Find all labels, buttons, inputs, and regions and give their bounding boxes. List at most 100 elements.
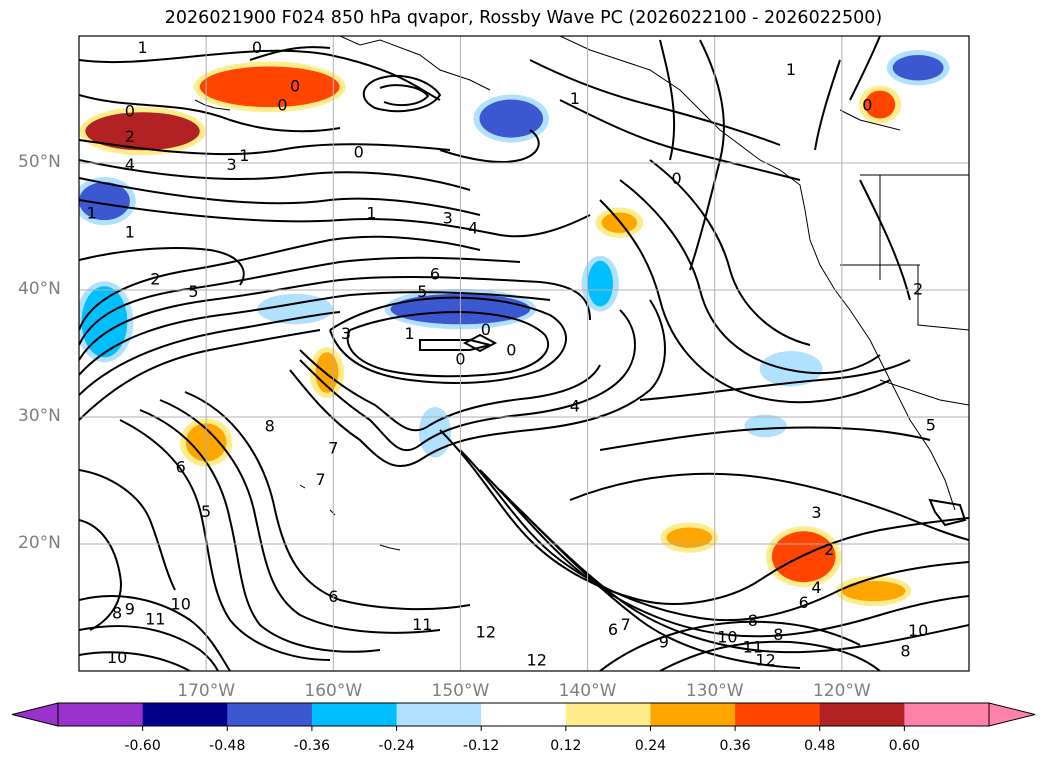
contour-label: 11	[145, 610, 165, 629]
lat-lon-grid	[79, 36, 969, 671]
contour-label: 2	[125, 127, 135, 146]
colorbar-segment	[311, 703, 398, 726]
pc-anomaly-region	[864, 90, 896, 119]
contour-label: 6	[176, 457, 186, 476]
contour-label: 11	[412, 615, 432, 634]
longitude-label: 120°W	[812, 681, 871, 701]
latitude-label: 40°N	[18, 279, 61, 299]
contour-label: 9	[125, 600, 135, 619]
colorbar-segment	[142, 703, 228, 726]
pc-anomaly-region	[424, 411, 446, 453]
contour-label: 10	[717, 627, 737, 646]
colorbar-segment	[735, 703, 821, 726]
contour-label: 7	[328, 438, 338, 457]
contour-label: 7	[621, 615, 631, 634]
contour-label: 1	[239, 146, 249, 165]
pc-anomaly-region	[750, 419, 781, 433]
latitude-label: 30°N	[18, 406, 61, 426]
contour-label: 8	[900, 641, 910, 660]
colorbar-under-extension	[11, 702, 59, 727]
pc-anomaly-region	[81, 286, 128, 358]
colorbar-tick-label: 0.24	[634, 738, 667, 754]
longitude-label: 130°W	[685, 681, 744, 701]
contour-label: 0	[481, 320, 491, 339]
contour-label: 0	[125, 102, 135, 121]
map-frame	[78, 35, 970, 672]
colorbar-segment	[227, 703, 313, 726]
contour-label: 8	[112, 603, 122, 622]
latitude-label: 20°N	[18, 533, 61, 553]
colorbar-tick-label: -0.24	[378, 738, 415, 754]
contour-label: 12	[476, 622, 496, 641]
contour-label: 10	[171, 594, 191, 613]
contour-label: 6	[608, 620, 618, 639]
contour-label: 4	[125, 155, 135, 174]
latitude-label: 50°N	[18, 152, 61, 172]
contour-label: 4	[570, 396, 580, 415]
contour-label: 6	[328, 587, 338, 606]
colorbar-tick-label: -0.60	[124, 738, 161, 754]
pc-anomaly-region	[892, 55, 944, 81]
contour-label: 11	[743, 638, 763, 657]
colorbar-tick-label: 0.60	[888, 738, 920, 754]
contour-label: 6	[799, 593, 809, 612]
contour-label: 5	[201, 502, 211, 521]
colorbar-segment	[58, 703, 144, 726]
colorbar-tick-label: -0.36	[293, 738, 331, 754]
contour-label: 3	[811, 503, 821, 522]
contour-label: 5	[926, 415, 936, 434]
colorbar-tick-label: -0.12	[463, 738, 500, 754]
contour-label: 3	[341, 324, 351, 343]
contour-label: 0	[252, 38, 262, 57]
contour-label: 2	[824, 540, 834, 559]
contour-label: 0	[277, 95, 287, 114]
contour-label: 12	[527, 650, 547, 669]
figure-title: 2026021900 F024 850 hPa qvapor, Rossby W…	[164, 8, 883, 28]
contour-label: 0	[354, 142, 364, 161]
pc-anomaly-region	[85, 112, 200, 151]
colorbar-tick-label: -0.48	[209, 738, 246, 754]
colorbar-segment	[650, 703, 736, 726]
contour-label: 10	[107, 648, 127, 667]
pc-anomaly-region	[79, 182, 130, 221]
contour-label: 8	[773, 625, 783, 644]
contour-label: 0	[455, 349, 465, 368]
contour-label: 2	[150, 269, 160, 288]
colorbar-segment	[819, 703, 905, 726]
contour-label: 9	[659, 633, 669, 652]
colorbar-frame	[57, 702, 990, 727]
contour-label: 0	[862, 95, 872, 114]
contour-label: 4	[811, 578, 821, 597]
colorbar-tick-label: 0.36	[719, 738, 751, 754]
contour-label: 0	[290, 76, 300, 95]
colorbar-segment	[904, 703, 990, 726]
colorbar-over-extension	[988, 702, 1036, 727]
contour-label: 3	[226, 155, 236, 174]
contour-label: 8	[748, 611, 758, 630]
contour-label: 1	[87, 203, 97, 222]
colorbar-tick-label: 0.48	[804, 738, 836, 754]
contour-label: 12	[755, 650, 775, 669]
contour-label: 2	[913, 280, 923, 299]
contour-label: 3	[443, 208, 453, 227]
contour-label: 0	[506, 340, 516, 359]
colorbar-segment	[396, 703, 482, 726]
longitude-label: 140°W	[558, 681, 617, 701]
colorbar-segment	[565, 703, 651, 726]
pc-anomaly-region	[765, 356, 817, 382]
pc-anomaly-region	[587, 260, 613, 307]
pc-anomaly-region	[666, 527, 713, 548]
contour-label: 1	[404, 324, 414, 343]
contour-label: 1	[137, 38, 147, 57]
qvapor-contours	[79, 36, 969, 671]
colorbar	[11, 702, 1036, 731]
contour-label: 4	[468, 219, 478, 238]
contour-label: 1	[125, 222, 135, 241]
longitude-label: 150°W	[431, 681, 490, 701]
pc-anomaly-region	[263, 298, 327, 320]
colorbar-tick-label: 0.12	[550, 738, 582, 754]
contour-label: 1	[786, 60, 796, 79]
longitude-label: 170°W	[177, 681, 236, 701]
